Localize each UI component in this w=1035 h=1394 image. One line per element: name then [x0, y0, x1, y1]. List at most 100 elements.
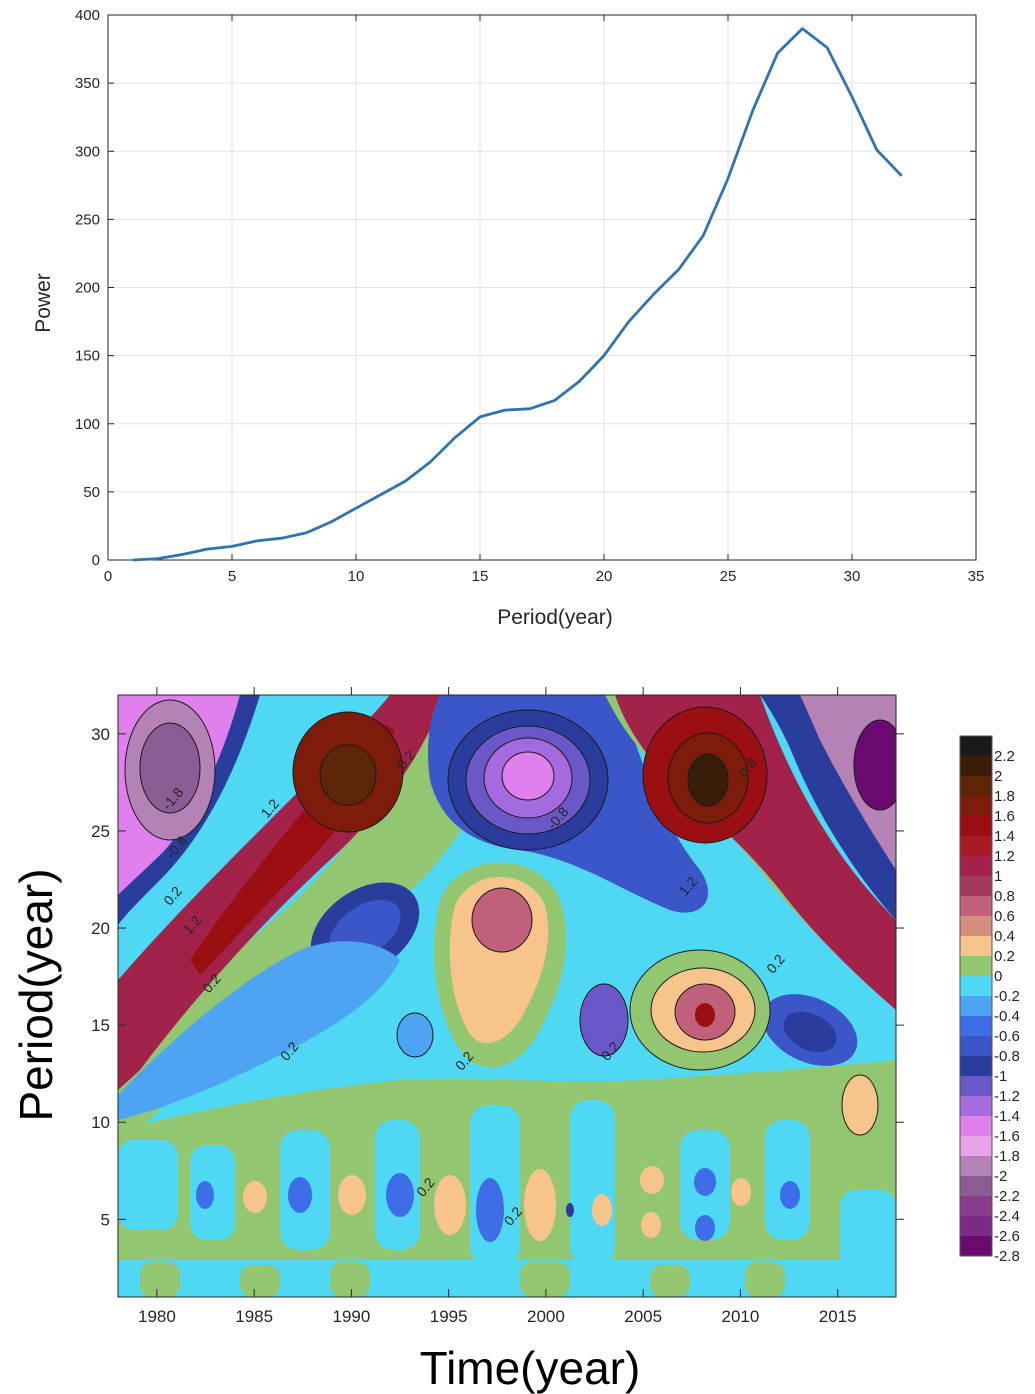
colorbar-label: 0.4 [994, 928, 1015, 945]
colorbar-swatch [960, 996, 992, 1017]
colorbar-swatch [960, 1196, 992, 1217]
series-line [132, 27, 903, 562]
contour-neg-diag-low [118, 941, 400, 1120]
colorbar-swatch [960, 956, 992, 977]
contour-x-axis-label: Time(year) [420, 1342, 641, 1394]
colorbar-swatch [960, 756, 992, 777]
colorbar-frame [959, 735, 993, 1257]
colorbar-label: -1.6 [994, 1128, 1020, 1145]
contour-lower-green-bumps [140, 1262, 785, 1297]
colorbar-label: -0.8 [994, 1048, 1020, 1065]
contour-neg-2017 [854, 720, 896, 810]
x-tick-label: 20 [596, 568, 613, 585]
colorbar-label: -2.6 [994, 1228, 1020, 1245]
wavelet-contour-chart: -1.8-0.80.21.21.20.20.20.2-0.80.20.20.20… [10, 687, 1020, 1394]
colorbar-swatch [960, 1156, 992, 1177]
contour-neg-1992 [397, 1013, 433, 1057]
contour-x-tick-label: 2000 [527, 1307, 565, 1326]
colorbar-label: -0.6 [994, 1028, 1020, 1045]
y-axis-label: Power [32, 273, 55, 333]
y-tick-label: 0 [92, 552, 100, 569]
contour-x-tick-label: 2010 [721, 1307, 759, 1326]
colorbar-swatch [960, 976, 992, 997]
x-tick-label: 35 [968, 568, 985, 585]
colorbar-swatch [960, 1096, 992, 1117]
contour-x-tick-label: 2015 [819, 1307, 857, 1326]
contour-isolines [124, 699, 896, 1136]
colorbar-swatch [960, 896, 992, 917]
contour-y-axis-label: Period(year) [10, 868, 62, 1121]
colorbar-label: 1.4 [994, 828, 1015, 845]
colorbar-swatch [960, 1056, 992, 1077]
colorbar-label: 0.6 [994, 908, 1015, 925]
contour-axis-ticks: 1980 1985 1990 1995 2000 2005 2010 2015 5 10 15 20 2… [91, 687, 904, 1326]
contour-neg-1999-d [502, 752, 554, 800]
colorbar-swatch [960, 856, 992, 877]
colorbar-swatch [960, 1116, 992, 1137]
colorbar-label: -1 [994, 1068, 1007, 1085]
colorbar-label: 0.2 [994, 948, 1015, 965]
y-tick-label: 100 [75, 416, 100, 433]
colorbar-swatch [960, 776, 992, 797]
contour-plot-frame [117, 694, 897, 1298]
colorbar-label: 1.6 [994, 808, 1015, 825]
y-tick-label: 150 [75, 348, 100, 365]
colorbar-swatch [960, 1136, 992, 1157]
contour-y-tick-label: 5 [101, 1210, 110, 1229]
x-tick-label: 25 [720, 568, 737, 585]
contour-x-tick-label: 1995 [430, 1307, 468, 1326]
colorbar-label: -2 [994, 1168, 1007, 1185]
colorbar-swatch [960, 1036, 992, 1057]
contour-neg-2013-b [783, 1011, 837, 1053]
x-tick-label: 10 [348, 568, 365, 585]
contour-y-tick-label: 25 [91, 822, 110, 841]
colorbar: 2.2 2 1.8 1.6 1.4 1.2 1 0.8 0.6 0.4 0.2 0 -0.2 -0.4 -0… [959, 735, 1020, 1265]
y-tick-label: 250 [75, 211, 100, 228]
contour-lower-blobs [196, 1075, 878, 1242]
colorbar-swatch [960, 1076, 992, 1097]
contour-peak-1990-inner [320, 745, 376, 805]
colorbar-label: -2.8 [994, 1248, 1020, 1265]
colorbar-label: -0.2 [994, 988, 1020, 1005]
colorbar-swatch [960, 876, 992, 897]
x-tick-label: 5 [228, 568, 236, 585]
colorbar-swatch [960, 816, 992, 837]
colorbar-swatch [960, 1236, 992, 1257]
x-axis-label: Period(year) [497, 606, 613, 629]
contour-pos-2008m-d [695, 1003, 715, 1027]
contour-y-tick-label: 10 [91, 1113, 110, 1132]
colorbar-swatch [960, 1216, 992, 1237]
contour-peak-2008-c [688, 754, 728, 806]
colorbar-label: -2.2 [994, 1188, 1020, 1205]
y-tick-label: 350 [75, 75, 100, 92]
contour-neg-1981-inner [140, 723, 200, 813]
colorbar-swatch [960, 1016, 992, 1037]
contour-y-tick-label: 30 [91, 725, 110, 744]
colorbar-swatch [960, 916, 992, 937]
colorbar-label: -2.4 [994, 1208, 1020, 1225]
colorbar-label: 1 [994, 868, 1002, 885]
contour-x-tick-label: 2005 [624, 1307, 662, 1326]
contour-y-tick-label: 15 [91, 1016, 110, 1035]
x-tick-label: 0 [104, 568, 112, 585]
colorbar-label: -1.4 [994, 1108, 1020, 1125]
colorbar-label: 2.2 [994, 748, 1015, 765]
contour-y-tick-label: 20 [91, 919, 110, 938]
x-tick-label: 15 [472, 568, 489, 585]
contour-neg-2002 [580, 984, 628, 1056]
contour-field [118, 695, 896, 1297]
colorbar-label: -0.4 [994, 1008, 1020, 1025]
colorbar-label: 0 [994, 968, 1002, 985]
colorbar-label: 1.8 [994, 788, 1015, 805]
y-tick-label: 200 [75, 280, 100, 297]
colorbar-label: 2 [994, 768, 1002, 785]
colorbar-label: -1.8 [994, 1148, 1020, 1165]
y-tick-label: 50 [83, 484, 100, 501]
colorbar-swatch [960, 836, 992, 857]
contour-pos-1997-c [472, 888, 532, 952]
contour-x-tick-label: 1980 [138, 1307, 176, 1326]
colorbar-label: 1.2 [994, 848, 1015, 865]
